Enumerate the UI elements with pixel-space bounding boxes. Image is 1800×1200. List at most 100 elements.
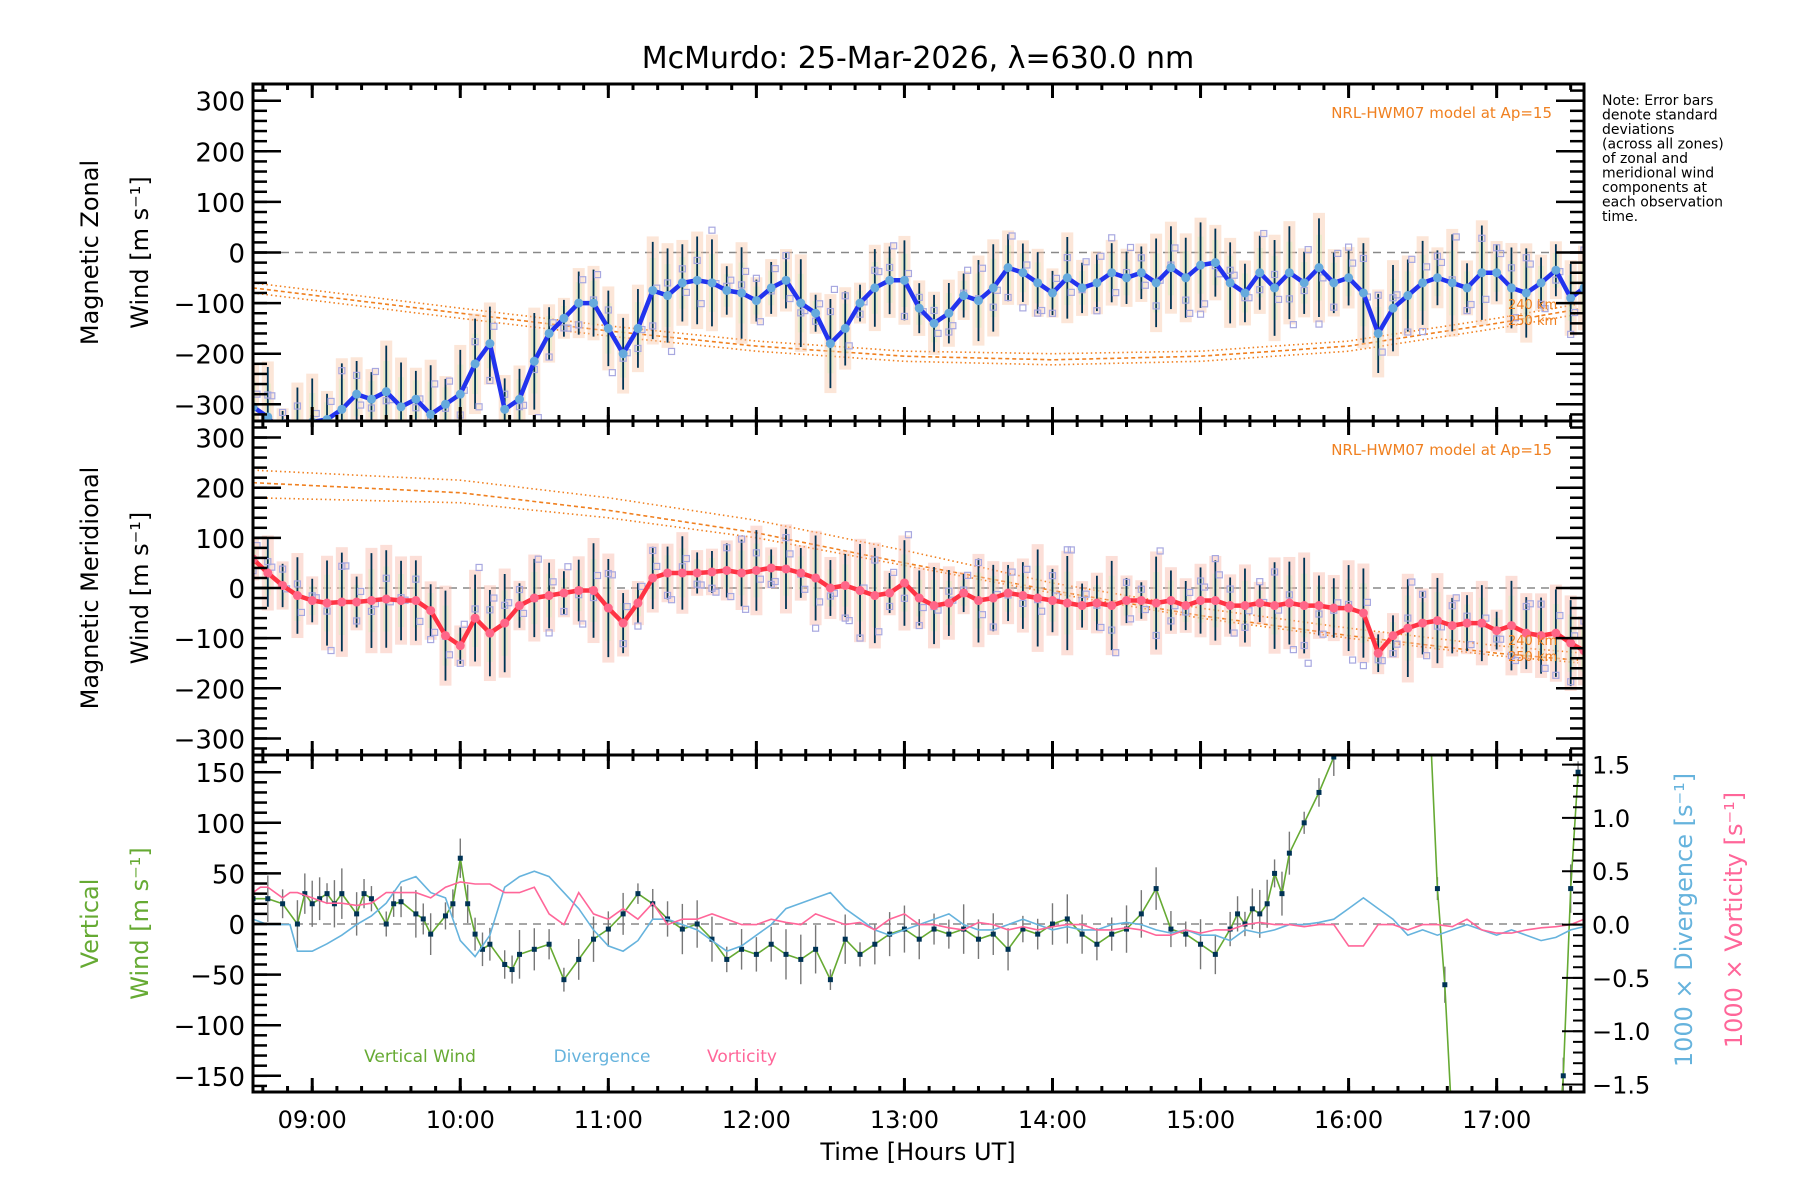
zone-marker xyxy=(1393,291,1401,299)
zone-marker xyxy=(549,578,557,586)
vertical-wind-point xyxy=(428,931,434,937)
vertical-wind-point xyxy=(975,936,981,942)
zone-marker xyxy=(564,563,572,571)
zone-marker xyxy=(253,567,257,575)
x-tick-label: 11:00 xyxy=(574,1106,643,1134)
model-curve-3 xyxy=(253,496,1579,664)
zone-marker xyxy=(649,322,657,330)
zone-marker xyxy=(1585,314,1591,320)
zone-marker xyxy=(1108,626,1116,634)
zone-marker xyxy=(1274,295,1283,304)
zone-marker xyxy=(693,580,701,588)
zone-marker xyxy=(741,267,750,276)
zone-marker xyxy=(1245,607,1253,615)
data-point xyxy=(633,323,643,333)
data-point xyxy=(381,594,391,604)
data-point xyxy=(722,565,732,575)
zone-marker xyxy=(353,371,361,380)
zone-marker xyxy=(338,562,346,570)
data-point xyxy=(1210,258,1220,268)
zone-marker xyxy=(786,550,794,558)
data-point xyxy=(825,583,835,593)
y-tick-label: −200 xyxy=(174,341,245,371)
vertical-wind-point xyxy=(1442,982,1448,988)
y-tick-label: −200 xyxy=(174,675,245,705)
zone-marker xyxy=(1319,630,1327,638)
vertical-wind-point xyxy=(1124,926,1130,932)
data-point xyxy=(1033,278,1043,288)
zone-marker xyxy=(919,603,927,612)
zone-marker xyxy=(886,602,894,611)
zone-marker xyxy=(638,582,646,590)
zone-marker xyxy=(949,322,957,330)
zone-marker xyxy=(974,558,983,567)
zone-marker xyxy=(1507,651,1516,660)
data-point xyxy=(366,596,376,606)
zone-marker xyxy=(1374,291,1382,299)
vertical-wind-point xyxy=(354,911,360,917)
vertical-wind-point xyxy=(768,941,774,947)
zone-marker xyxy=(1137,585,1145,593)
vertical-wind-point xyxy=(1264,901,1270,907)
data-point xyxy=(292,591,302,601)
zone-marker xyxy=(1580,246,1584,254)
zone-marker xyxy=(886,263,894,272)
zone-marker xyxy=(875,628,883,636)
data-point xyxy=(1092,598,1102,608)
data-point xyxy=(692,275,702,285)
zone-marker xyxy=(1541,664,1549,672)
vertical-wind-point xyxy=(1272,870,1278,876)
data-point xyxy=(322,598,332,608)
y-tick-label: 100 xyxy=(195,189,245,219)
note-line: meridional wind xyxy=(1602,166,1714,182)
zone-marker xyxy=(560,607,568,616)
zone-marker xyxy=(816,300,824,308)
zone-marker xyxy=(293,580,302,588)
data-point xyxy=(514,394,524,404)
zone-marker xyxy=(575,321,583,329)
zone-marker xyxy=(398,439,404,445)
note-line: components at xyxy=(1602,180,1708,196)
vertical-wind-point xyxy=(798,956,804,962)
right-axis-label-divergence: 1000 × Divergence [s⁻¹] xyxy=(1670,773,1698,1067)
zone-marker xyxy=(298,447,304,453)
zone-marker xyxy=(1063,546,1071,554)
x-tick-label: 10:00 xyxy=(426,1106,495,1134)
y-tick-label: 0 xyxy=(228,240,245,270)
data-point xyxy=(1536,631,1546,641)
zone-marker xyxy=(1048,309,1057,317)
zone-marker xyxy=(1082,258,1090,266)
vertical-wind-point xyxy=(576,956,582,962)
vertical-wind-point xyxy=(931,926,937,932)
zone-marker xyxy=(1467,641,1475,649)
zone-marker xyxy=(812,624,820,632)
zone-marker xyxy=(338,367,346,375)
model-label: NRL-HWM07 model at Ap=15 xyxy=(1331,104,1552,122)
data-point xyxy=(663,568,673,578)
zone-marker xyxy=(1019,304,1027,312)
zone-marker xyxy=(682,288,690,296)
vertical-wind-point xyxy=(916,936,922,942)
data-point xyxy=(648,573,658,583)
zone-marker xyxy=(782,251,790,260)
zone-marker xyxy=(490,322,498,330)
zone-marker xyxy=(1552,671,1560,679)
vertical-wind-point xyxy=(1049,921,1055,927)
y-axis-label-line1: Vertical xyxy=(76,879,104,969)
data-point xyxy=(485,628,495,638)
zone-marker xyxy=(1211,555,1219,563)
zone-marker xyxy=(945,587,953,595)
vertical-wind-point xyxy=(1316,789,1322,795)
zone-marker xyxy=(471,338,479,346)
zone-marker xyxy=(856,310,864,318)
zone-marker xyxy=(830,589,839,597)
zone-marker xyxy=(1511,656,1520,665)
vertical-wind-point xyxy=(1183,931,1189,937)
data-point xyxy=(1196,260,1206,270)
data-point xyxy=(603,603,613,613)
zone-marker xyxy=(752,549,760,557)
data-point xyxy=(352,597,362,607)
vertical-wind-point xyxy=(694,921,700,927)
zone-marker xyxy=(445,377,454,385)
data-point xyxy=(1299,601,1309,611)
